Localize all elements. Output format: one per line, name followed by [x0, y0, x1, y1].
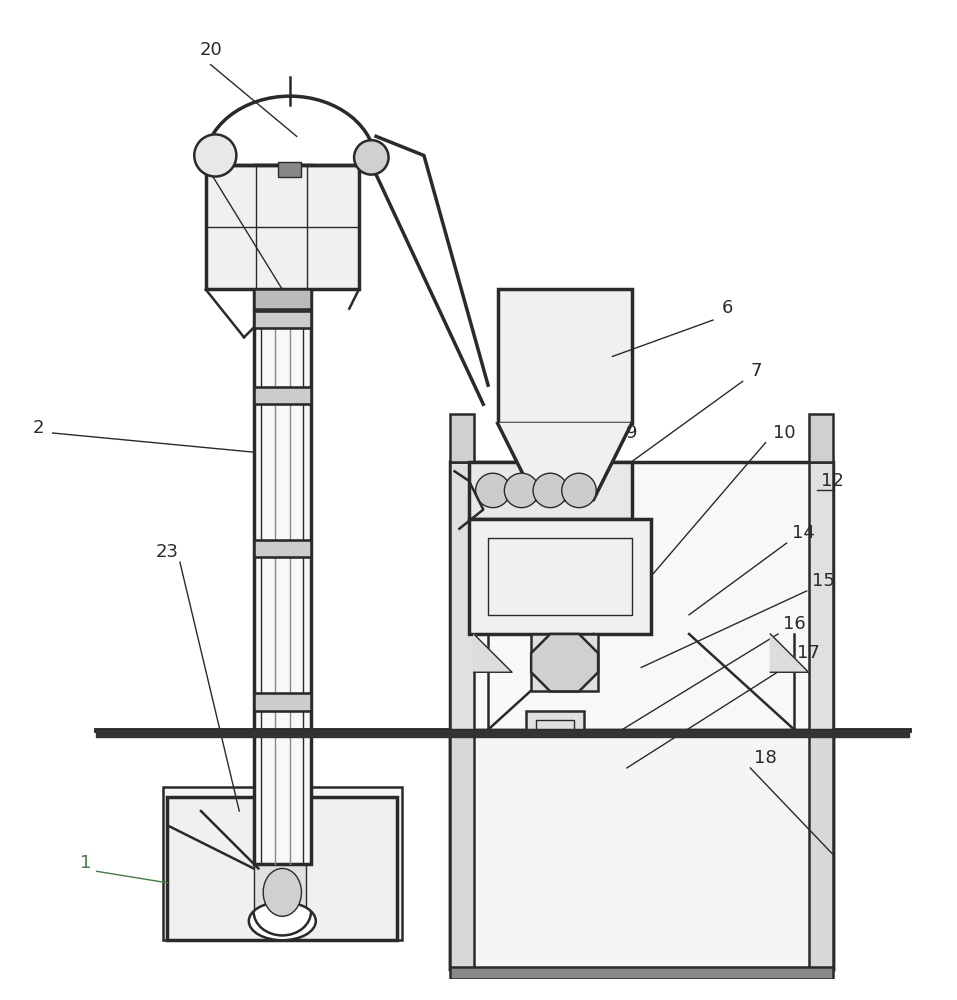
Bar — [809, 730, 833, 969]
Bar — [450, 730, 474, 969]
Bar — [809, 462, 833, 730]
Bar — [450, 730, 833, 969]
Bar — [254, 289, 311, 309]
Text: 14: 14 — [792, 524, 815, 542]
Bar — [254, 540, 311, 557]
Bar — [254, 859, 306, 926]
Bar — [278, 162, 301, 177]
Text: 23: 23 — [156, 543, 179, 561]
Text: 17: 17 — [797, 644, 820, 662]
Bar — [541, 758, 565, 787]
Text: 9: 9 — [626, 424, 637, 442]
Bar — [469, 519, 526, 548]
Bar — [167, 797, 397, 940]
Circle shape — [194, 134, 236, 177]
Bar — [254, 165, 311, 864]
Bar — [167, 797, 397, 940]
Polygon shape — [770, 634, 809, 672]
Text: 12: 12 — [821, 472, 844, 490]
Text: 16: 16 — [783, 615, 806, 633]
Bar — [488, 538, 632, 615]
Bar — [206, 165, 359, 289]
Circle shape — [562, 473, 596, 508]
Polygon shape — [498, 423, 632, 500]
Bar — [254, 311, 311, 328]
Bar — [531, 754, 598, 792]
Bar — [536, 519, 603, 538]
Polygon shape — [474, 634, 512, 672]
Circle shape — [504, 473, 539, 508]
Text: 6: 6 — [722, 299, 733, 317]
Bar — [254, 311, 311, 328]
Bar — [254, 387, 311, 404]
Bar — [254, 693, 311, 711]
Text: 10: 10 — [773, 424, 796, 442]
Bar — [531, 634, 598, 691]
Circle shape — [476, 473, 510, 508]
Bar — [450, 462, 474, 730]
Circle shape — [354, 140, 389, 175]
Bar — [569, 758, 593, 787]
Text: 1: 1 — [80, 854, 92, 872]
Circle shape — [533, 473, 568, 508]
Bar — [526, 711, 584, 754]
Bar — [254, 693, 311, 711]
Ellipse shape — [263, 868, 301, 916]
Bar — [254, 165, 311, 864]
Text: 15: 15 — [812, 572, 835, 590]
Bar — [450, 730, 833, 969]
Bar — [450, 414, 474, 462]
Bar — [469, 462, 632, 519]
Bar — [254, 540, 311, 557]
Bar — [469, 519, 651, 634]
Text: 18: 18 — [754, 749, 777, 767]
Ellipse shape — [249, 902, 316, 940]
Bar — [536, 720, 574, 744]
Bar — [450, 967, 833, 978]
Bar — [809, 414, 833, 462]
Bar — [809, 730, 833, 969]
Bar — [254, 387, 311, 404]
Text: 7: 7 — [750, 362, 762, 380]
Polygon shape — [531, 634, 598, 691]
Bar — [163, 787, 402, 940]
Bar — [536, 500, 593, 538]
Bar — [498, 289, 632, 423]
Bar — [450, 730, 474, 969]
Text: 20: 20 — [199, 41, 222, 59]
Text: 2: 2 — [33, 419, 44, 437]
Bar — [450, 462, 833, 730]
